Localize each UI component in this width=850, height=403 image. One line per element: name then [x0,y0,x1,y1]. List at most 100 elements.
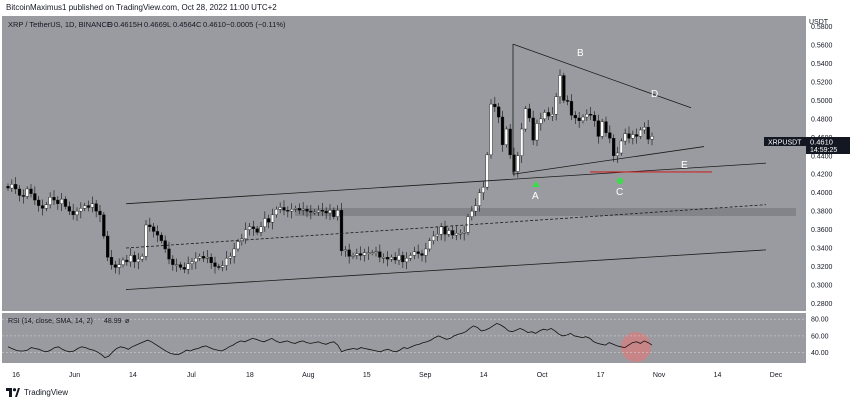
candle-body [493,103,497,108]
time-tick-label: 15 [363,372,371,379]
channel-lower-line[interactable] [125,249,767,290]
candle-body [631,134,635,139]
candle-body [401,255,405,263]
price-tag: XRPUSDT 0.4610 14:59:25 [764,137,850,154]
candle-body [443,226,447,235]
candle-body [305,209,309,212]
rsi-value: 48.99 [104,318,122,325]
candle-body [458,233,462,235]
candle-body [431,235,436,241]
symbol-legend: XRP / TetherUS, 1D, BINANCE O 0.4615 H 0… [8,20,286,29]
candle-body [558,75,562,97]
chart-canvas[interactable]: XRP / TetherUS, 1D, BINANCE O 0.4615 H 0… [0,16,850,397]
time-tick-label: 14 [714,372,722,379]
candle-body [33,193,37,201]
candle-body [106,235,110,258]
candle-body [313,211,317,214]
candle-body [604,121,608,133]
candle-body [347,249,351,257]
candle-body [90,203,94,208]
candle-body [516,155,520,172]
symbol-tag-box [764,137,806,146]
candle-body [217,266,221,268]
candle-body [159,234,163,241]
candle-body [102,214,106,237]
price-tick-label: 0.4800 [811,116,833,123]
rsi-label: RSI (14, close, SMA, 14, 2) [8,318,93,325]
candle-body [485,154,489,188]
time-tick-label: Jun [69,372,80,379]
candle-body [615,152,620,156]
candle-body [86,205,91,208]
rsi-tick-label: 40.00 [811,350,829,357]
price-tick-label: 0.5600 [811,43,833,50]
candle-body [623,133,627,142]
candle-body [531,117,535,141]
time-tick-label: 14 [480,372,488,379]
price-axis-currency: USDT [809,19,829,26]
candle-body [63,198,68,207]
candle-body [642,126,646,131]
candle-body [608,132,612,139]
channel-mid-dashed-line[interactable] [125,204,767,249]
time-tick-label: 18 [246,372,254,379]
candle-body [581,116,585,121]
price-tick-label: 0.3200 [811,264,833,271]
candle-body [378,251,382,258]
candle-body [10,184,14,189]
footer-brand: TradingView [24,387,69,397]
trendlines-group [125,43,767,290]
candle-body [412,251,416,256]
candle-body [117,264,121,268]
triangle-lower-line[interactable] [512,146,705,175]
candle-body [497,106,501,118]
label-c: C [616,187,623,198]
legend-o-value: 0.4615 [114,20,137,29]
legend-h-label: H [137,20,142,29]
candle-body [129,255,133,263]
candle-body [121,259,125,265]
price-tick-label: 0.5000 [811,98,833,105]
candle-body [171,258,175,265]
candle-body [439,226,443,235]
rsi-pane-background [2,313,806,363]
legend-c-label: C [196,20,202,29]
label-a: A [532,191,539,202]
candle-body [21,195,25,197]
candle-body [109,257,114,265]
candle-body [546,112,551,117]
candle-body [600,121,604,137]
candle-body [336,210,340,217]
candle-body [405,257,409,263]
candle-body [44,204,48,209]
candle-body [132,255,137,263]
price-tick-label: 0.4400 [811,153,833,160]
candle-body [589,114,593,116]
candle-body [539,118,543,124]
time-tick-label: Jul [187,372,196,379]
candle-body [221,265,225,268]
label-b: B [577,48,584,59]
candle-body [523,108,528,130]
rsi-legend: RSI (14, close, SMA, 14, 2) 48.99 ø [8,318,130,325]
candle-body [244,229,248,240]
legend-h-value: 0.4669 [144,20,167,29]
candle-body [477,192,482,206]
candle-body [646,126,650,140]
candle-body [228,256,232,259]
symbol-tag: XRPUSDT [768,140,802,147]
candle-body [543,112,547,120]
candle-body [596,120,600,137]
candle-body [638,129,643,137]
price-tick-label: 0.4200 [811,172,833,179]
candle-body [359,253,363,256]
candle-body [389,257,393,260]
candle-body [259,226,263,233]
legend-o-label: O [107,20,113,29]
channel-upper-line[interactable] [125,162,767,205]
triangle-upper-line[interactable] [512,43,692,109]
candle-body [370,252,374,254]
candle-body [566,100,570,102]
candle-body [213,262,217,267]
candle-body [355,253,359,256]
